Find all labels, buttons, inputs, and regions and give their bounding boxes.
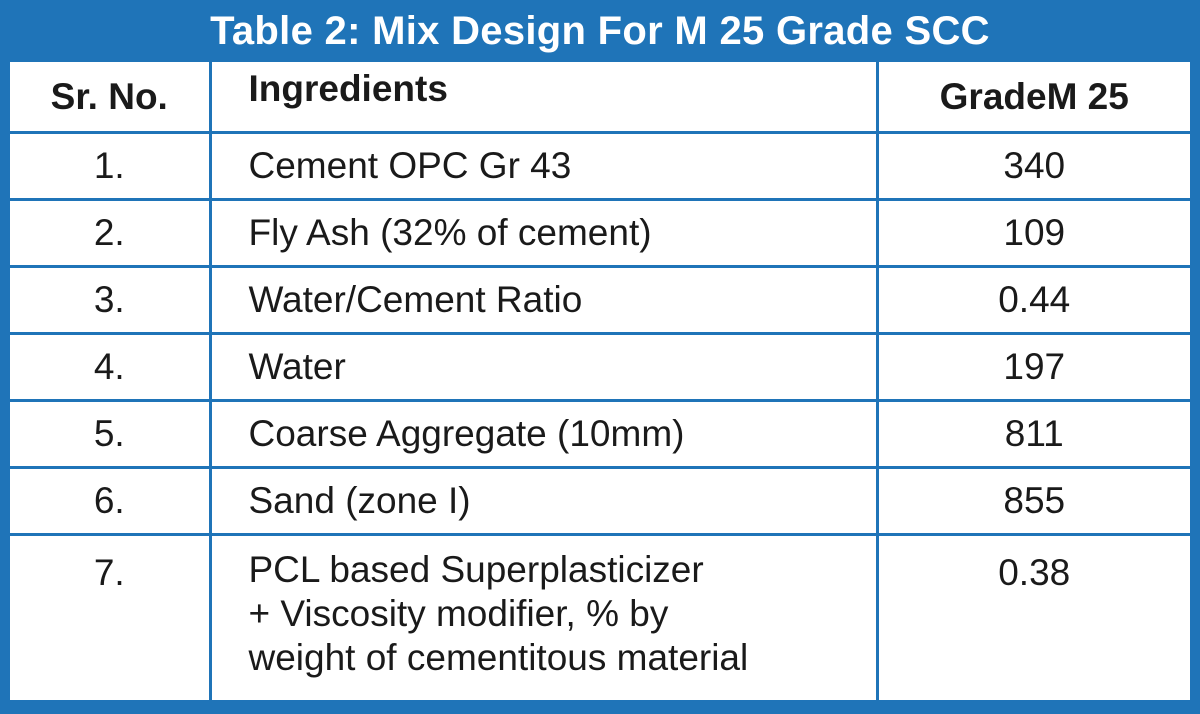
- row-value: 855: [877, 468, 1190, 535]
- table-row: 2. Fly Ash (32% of cement) 109: [10, 200, 1190, 267]
- table-row: 7. PCL based Superplasticizer + Viscosit…: [10, 535, 1190, 714]
- mix-design-table: Sr. No. Ingredients GradeM 25 1. Cement …: [10, 62, 1190, 714]
- row-sr-no: 4.: [10, 334, 210, 401]
- row-sr-no: 1.: [10, 133, 210, 200]
- row-ingredient: Coarse Aggregate (10mm): [210, 401, 877, 468]
- row-value: 0.38: [877, 535, 1190, 714]
- header-ingredients: Ingredients: [210, 62, 877, 133]
- row-sr-no: 6.: [10, 468, 210, 535]
- table-row: 6. Sand (zone I) 855: [10, 468, 1190, 535]
- ingredient-line: PCL based Superplasticizer: [249, 548, 876, 592]
- row-value: 197: [877, 334, 1190, 401]
- row-ingredient: Water: [210, 334, 877, 401]
- row-sr-no: 5.: [10, 401, 210, 468]
- row-sr-no: 7.: [10, 535, 210, 714]
- row-value: 0.44: [877, 267, 1190, 334]
- row-ingredient: PCL based Superplasticizer + Viscosity m…: [210, 535, 877, 714]
- header-sr-no: Sr. No.: [10, 62, 210, 133]
- table-row: 1. Cement OPC Gr 43 340: [10, 133, 1190, 200]
- row-ingredient: Fly Ash (32% of cement): [210, 200, 877, 267]
- row-ingredient: Water/Cement Ratio: [210, 267, 877, 334]
- row-sr-no: 2.: [10, 200, 210, 267]
- table-row: 4. Water 197: [10, 334, 1190, 401]
- row-value: 340: [877, 133, 1190, 200]
- row-sr-no: 3.: [10, 267, 210, 334]
- ingredient-line: weight of cementitous material: [249, 636, 876, 680]
- table-row: 5. Coarse Aggregate (10mm) 811: [10, 401, 1190, 468]
- header-grade: GradeM 25: [877, 62, 1190, 133]
- row-value: 811: [877, 401, 1190, 468]
- row-ingredient: Sand (zone I): [210, 468, 877, 535]
- row-value: 109: [877, 200, 1190, 267]
- header-row: Sr. No. Ingredients GradeM 25: [10, 62, 1190, 133]
- table-title: Table 2: Mix Design For M 25 Grade SCC: [0, 0, 1200, 62]
- row-ingredient: Cement OPC Gr 43: [210, 133, 877, 200]
- table-row: 3. Water/Cement Ratio 0.44: [10, 267, 1190, 334]
- ingredient-line: + Viscosity modifier, % by: [249, 592, 876, 636]
- mix-design-table-container: Sr. No. Ingredients GradeM 25 1. Cement …: [10, 62, 1190, 700]
